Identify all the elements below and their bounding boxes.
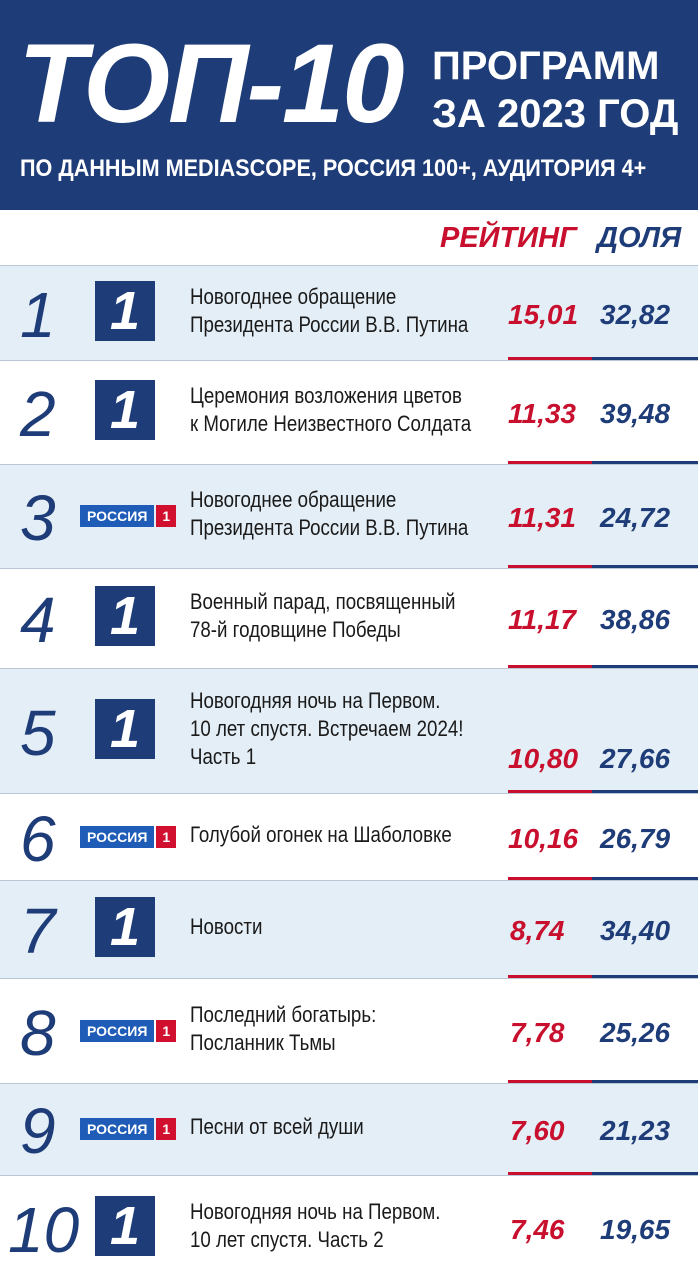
rating-underline [508,975,592,978]
rank: 2 [20,378,56,450]
logo-text: 1 [156,1118,177,1140]
rating: 7,60 [510,1115,565,1146]
row [0,360,698,465]
rating: 7,46 [510,1213,565,1245]
rank: 4 [20,584,56,656]
share-underline [592,1080,698,1083]
share: 19,65 [600,1213,671,1245]
channel-logo: 1 [95,1195,155,1256]
program-name: к Могиле Неизвестного Солдата [190,411,472,436]
rating: 10,16 [508,822,579,854]
rating-underline [508,565,592,568]
share-underline [592,461,698,464]
logo-text: 1 [156,1019,177,1042]
channel-logo: РОССИЯ 1 [80,1019,177,1042]
share: 21,23 [600,1115,671,1146]
share: 26,79 [600,822,671,854]
rank: 1 [20,278,56,351]
rating: 15,01 [508,298,579,330]
logo-text: 1 [156,825,177,848]
share-underline [592,790,698,793]
program-name: Последний богатырь: [190,1001,377,1027]
program-name: 10 лет спустя. Встречаем 2024! [190,715,464,741]
logo-text: РОССИЯ [80,505,155,527]
channel-logo: РОССИЯ 1 [80,505,177,527]
program-name: Новогоднее обращение [190,283,397,309]
program-name: Новогодняя ночь на Первом. [190,687,441,713]
channel-logo: РОССИЯ 1 [80,825,177,848]
rank: 6 [20,802,56,875]
rating-underline [508,357,592,360]
share: 38,86 [600,604,671,635]
rating: 11,31 [508,502,576,533]
logo-text: 1 [156,505,177,527]
rank: 8 [20,996,56,1069]
rank: 5 [20,696,56,769]
share: 39,48 [600,398,671,429]
program-name: Посланник Тьмы [190,1029,336,1055]
program-name: Президента России В.В. Путина [190,311,469,337]
share: 24,72 [600,502,671,533]
header [0,0,698,210]
rank: 10 [8,1193,80,1266]
rating-underline [508,1172,592,1175]
share-underline [592,975,698,978]
subtitle: ЗА 2023 ГОД [432,92,679,136]
program-name: Часть 1 [190,743,257,769]
subtitle: ПРОГРАММ [432,44,660,88]
program-name: 78-й годовщине Победы [190,617,401,642]
rating-underline [508,461,592,464]
program-name: Песни от всей души [190,1114,364,1139]
rating: 11,17 [508,604,576,635]
program-name: Президента России В.В. Путина [190,515,469,540]
share-underline [592,1172,698,1175]
channel-logo: РОССИЯ 1 [80,1118,177,1140]
share-underline [592,665,698,668]
rank: 3 [20,482,56,554]
rank: 9 [20,1095,56,1167]
title: ТОП-10 [18,21,404,146]
channel-logo: 1 [95,586,155,646]
logo-text: РОССИЯ [80,1118,155,1140]
program-name: Новогоднее обращение [190,487,397,512]
column-header: РЕЙТИНГ [440,222,577,254]
rating: 11,33 [508,398,576,429]
program-name: Голубой огонек на Шаболовке [190,821,452,847]
rating-underline [508,790,592,793]
source: ПО ДАННЫМ MEDIASCOPE, РОССИЯ 100+, АУДИТ… [20,155,647,182]
channel-logo: 1 [95,698,155,759]
rank: 7 [20,895,56,967]
column-header: ДОЛЯ [597,222,682,254]
share-underline [592,357,698,360]
logo-text: РОССИЯ [80,1019,155,1042]
program-name: Церемония возложения цветов [190,383,462,408]
rating-underline [508,877,592,880]
program-name: 10 лет спустя. Часть 2 [190,1226,384,1252]
program-name: Новости [190,914,263,939]
rating: 7,78 [510,1016,565,1048]
rating-underline [508,1080,592,1083]
share: 34,40 [600,915,671,946]
share-underline [592,565,698,568]
share-underline [592,877,698,880]
program-name: Военный парад, посвященный [190,589,456,614]
program-name: Новогодняя ночь на Первом. [190,1198,441,1224]
share: 32,82 [600,298,671,330]
rating: 8,74 [510,915,565,946]
logo-text: РОССИЯ [80,825,155,848]
channel-logo: 1 [95,280,155,341]
rating-underline [508,665,592,668]
share: 25,26 [600,1016,671,1048]
channel-logo: 1 [95,897,155,957]
share: 27,66 [600,743,671,774]
channel-logo: 1 [95,380,155,440]
rating: 10,80 [508,743,579,774]
